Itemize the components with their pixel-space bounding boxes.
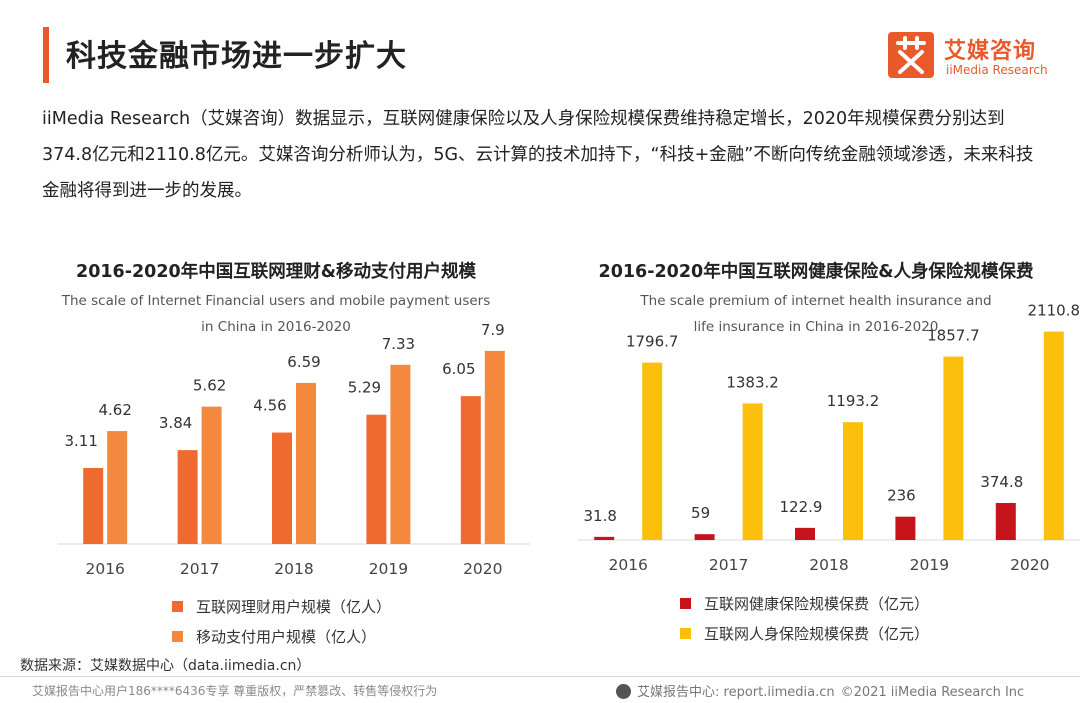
bar-series1-2016 bbox=[83, 467, 104, 544]
data-label-series2-2020: 2110.8 bbox=[1028, 302, 1080, 320]
bar-series2-2020 bbox=[484, 350, 505, 544]
x-tick-label-2017: 2017 bbox=[709, 556, 748, 574]
legend-label-2: 互联网人身保险规模保费（亿元） bbox=[704, 625, 929, 643]
x-tick-label-2019: 2019 bbox=[369, 560, 408, 578]
data-label-series1-2020: 6.05 bbox=[442, 360, 475, 378]
legend-label-1: 互联网理财用户规模（亿人） bbox=[196, 598, 391, 616]
bar-series1-2017 bbox=[694, 534, 715, 540]
data-label-series2-2019: 1857.7 bbox=[927, 327, 980, 345]
title-accent-bar bbox=[43, 27, 49, 83]
legend-label-2: 移动支付用户规模（亿人） bbox=[196, 628, 376, 646]
bar-series1-2017 bbox=[177, 450, 198, 544]
data-label-series2-2018: 1193.2 bbox=[827, 392, 880, 410]
chart-subtitle-line2: in China in 2016-2020 bbox=[201, 319, 351, 335]
data-label-series1-2018: 4.56 bbox=[253, 397, 286, 415]
chart-user-scale: 2016-2020年中国互联网理财&移动支付用户规模 The scale of … bbox=[58, 261, 530, 646]
x-tick-label-2016: 2016 bbox=[608, 556, 647, 574]
bar-series2-2019 bbox=[390, 364, 411, 544]
bar-series2-2020 bbox=[1043, 331, 1064, 540]
report-center-icon bbox=[616, 684, 631, 699]
copyright-notice: 艾媒报告中心用户186****6436专享 尊重版权，严禁篡改、转售等侵权行为 bbox=[32, 684, 438, 698]
bar-series1-2020 bbox=[995, 502, 1016, 540]
data-label-series1-2019: 5.29 bbox=[348, 379, 381, 397]
chart-subtitle-line1: The scale of Internet Financial users an… bbox=[61, 293, 491, 309]
footer-divider bbox=[0, 676, 1080, 677]
legend-swatch-1 bbox=[680, 598, 691, 609]
data-label-series2-2019: 7.33 bbox=[382, 335, 415, 353]
footer-right: 艾媒报告中心: report.iimedia.cn ©2021 iiMedia R… bbox=[616, 681, 1030, 700]
x-tick-label-2019: 2019 bbox=[910, 556, 949, 574]
data-label-series1-2020: 374.8 bbox=[980, 473, 1023, 491]
data-label-series1-2016: 31.8 bbox=[583, 507, 616, 525]
x-tick-label-2018: 2018 bbox=[809, 556, 848, 574]
chart-title: 2016-2020年中国互联网健康保险&人身保险规模保费 bbox=[599, 261, 1034, 282]
bar-series1-2018 bbox=[795, 527, 815, 540]
data-label-series1-2018: 122.9 bbox=[780, 498, 823, 516]
bar-series2-2017 bbox=[742, 403, 763, 540]
data-source: 数据来源：艾媒数据中心（data.iimedia.cn） bbox=[20, 658, 311, 674]
bar-series2-2016 bbox=[107, 431, 128, 544]
bar-series1-2019 bbox=[895, 516, 916, 540]
data-label-series1-2019: 236 bbox=[887, 487, 916, 505]
bar-series1-2016 bbox=[594, 536, 615, 540]
x-tick-label-2020: 2020 bbox=[463, 560, 502, 578]
bar-series1-2020 bbox=[460, 396, 481, 544]
logo-mark-icon bbox=[888, 32, 934, 78]
data-label-series2-2016: 1796.7 bbox=[626, 333, 679, 351]
chart-insurance-premium: 2016-2020年中国互联网健康保险&人身保险规模保费 The scale p… bbox=[578, 261, 1080, 643]
legend-swatch-2 bbox=[172, 631, 183, 642]
chart-subtitle-line1: The scale premium of internet health ins… bbox=[639, 293, 991, 309]
page-title: 科技金融市场进一步扩大 bbox=[66, 39, 407, 74]
data-label-series1-2017: 59 bbox=[691, 504, 710, 522]
x-tick-label-2020: 2020 bbox=[1010, 556, 1049, 574]
data-label-series1-2017: 3.84 bbox=[159, 414, 192, 432]
chart-subtitle-line2: life insurance in China in 2016-2020 bbox=[694, 319, 939, 335]
intro-paragraph: iiMedia Research（艾媒咨询）数据显示，互联网健康保险以及人身保险… bbox=[42, 109, 1034, 201]
x-tick-label-2017: 2017 bbox=[180, 560, 219, 578]
logo-text-en: iiMedia Research bbox=[946, 63, 1048, 77]
data-label-series2-2020: 7.9 bbox=[481, 321, 505, 339]
report-center-link[interactable]: 艾媒报告中心: report.iimedia.cn bbox=[637, 685, 835, 700]
bar-series2-2016 bbox=[642, 362, 663, 540]
bar-series1-2019 bbox=[366, 414, 387, 544]
data-label-series1-2016: 3.11 bbox=[64, 432, 97, 450]
chart-title: 2016-2020年中国互联网理财&移动支付用户规模 bbox=[76, 261, 476, 282]
data-label-series2-2018: 6.59 bbox=[287, 353, 320, 371]
iimedia-logo: 艾媒咨询 iiMedia Research bbox=[888, 32, 1063, 82]
legend-swatch-1 bbox=[172, 601, 183, 612]
legend-label-1: 互联网健康保险规模保费（亿元） bbox=[704, 595, 929, 613]
bar-series2-2017 bbox=[201, 406, 222, 544]
data-label-series2-2016: 4.62 bbox=[98, 401, 131, 419]
copyright-text: ©2021 iiMedia Research Inc bbox=[840, 685, 1025, 700]
bar-series2-2018 bbox=[296, 382, 316, 544]
bar-series2-2019 bbox=[943, 356, 964, 540]
data-label-series2-2017: 5.62 bbox=[193, 377, 226, 395]
data-label-series2-2017: 1383.2 bbox=[726, 373, 779, 391]
x-tick-label-2018: 2018 bbox=[274, 560, 313, 578]
x-tick-label-2016: 2016 bbox=[85, 560, 124, 578]
bar-series2-2018 bbox=[843, 422, 863, 540]
logo-text-cn: 艾媒咨询 bbox=[944, 39, 1037, 64]
bar-series1-2018 bbox=[272, 432, 292, 544]
legend-swatch-2 bbox=[680, 628, 691, 639]
